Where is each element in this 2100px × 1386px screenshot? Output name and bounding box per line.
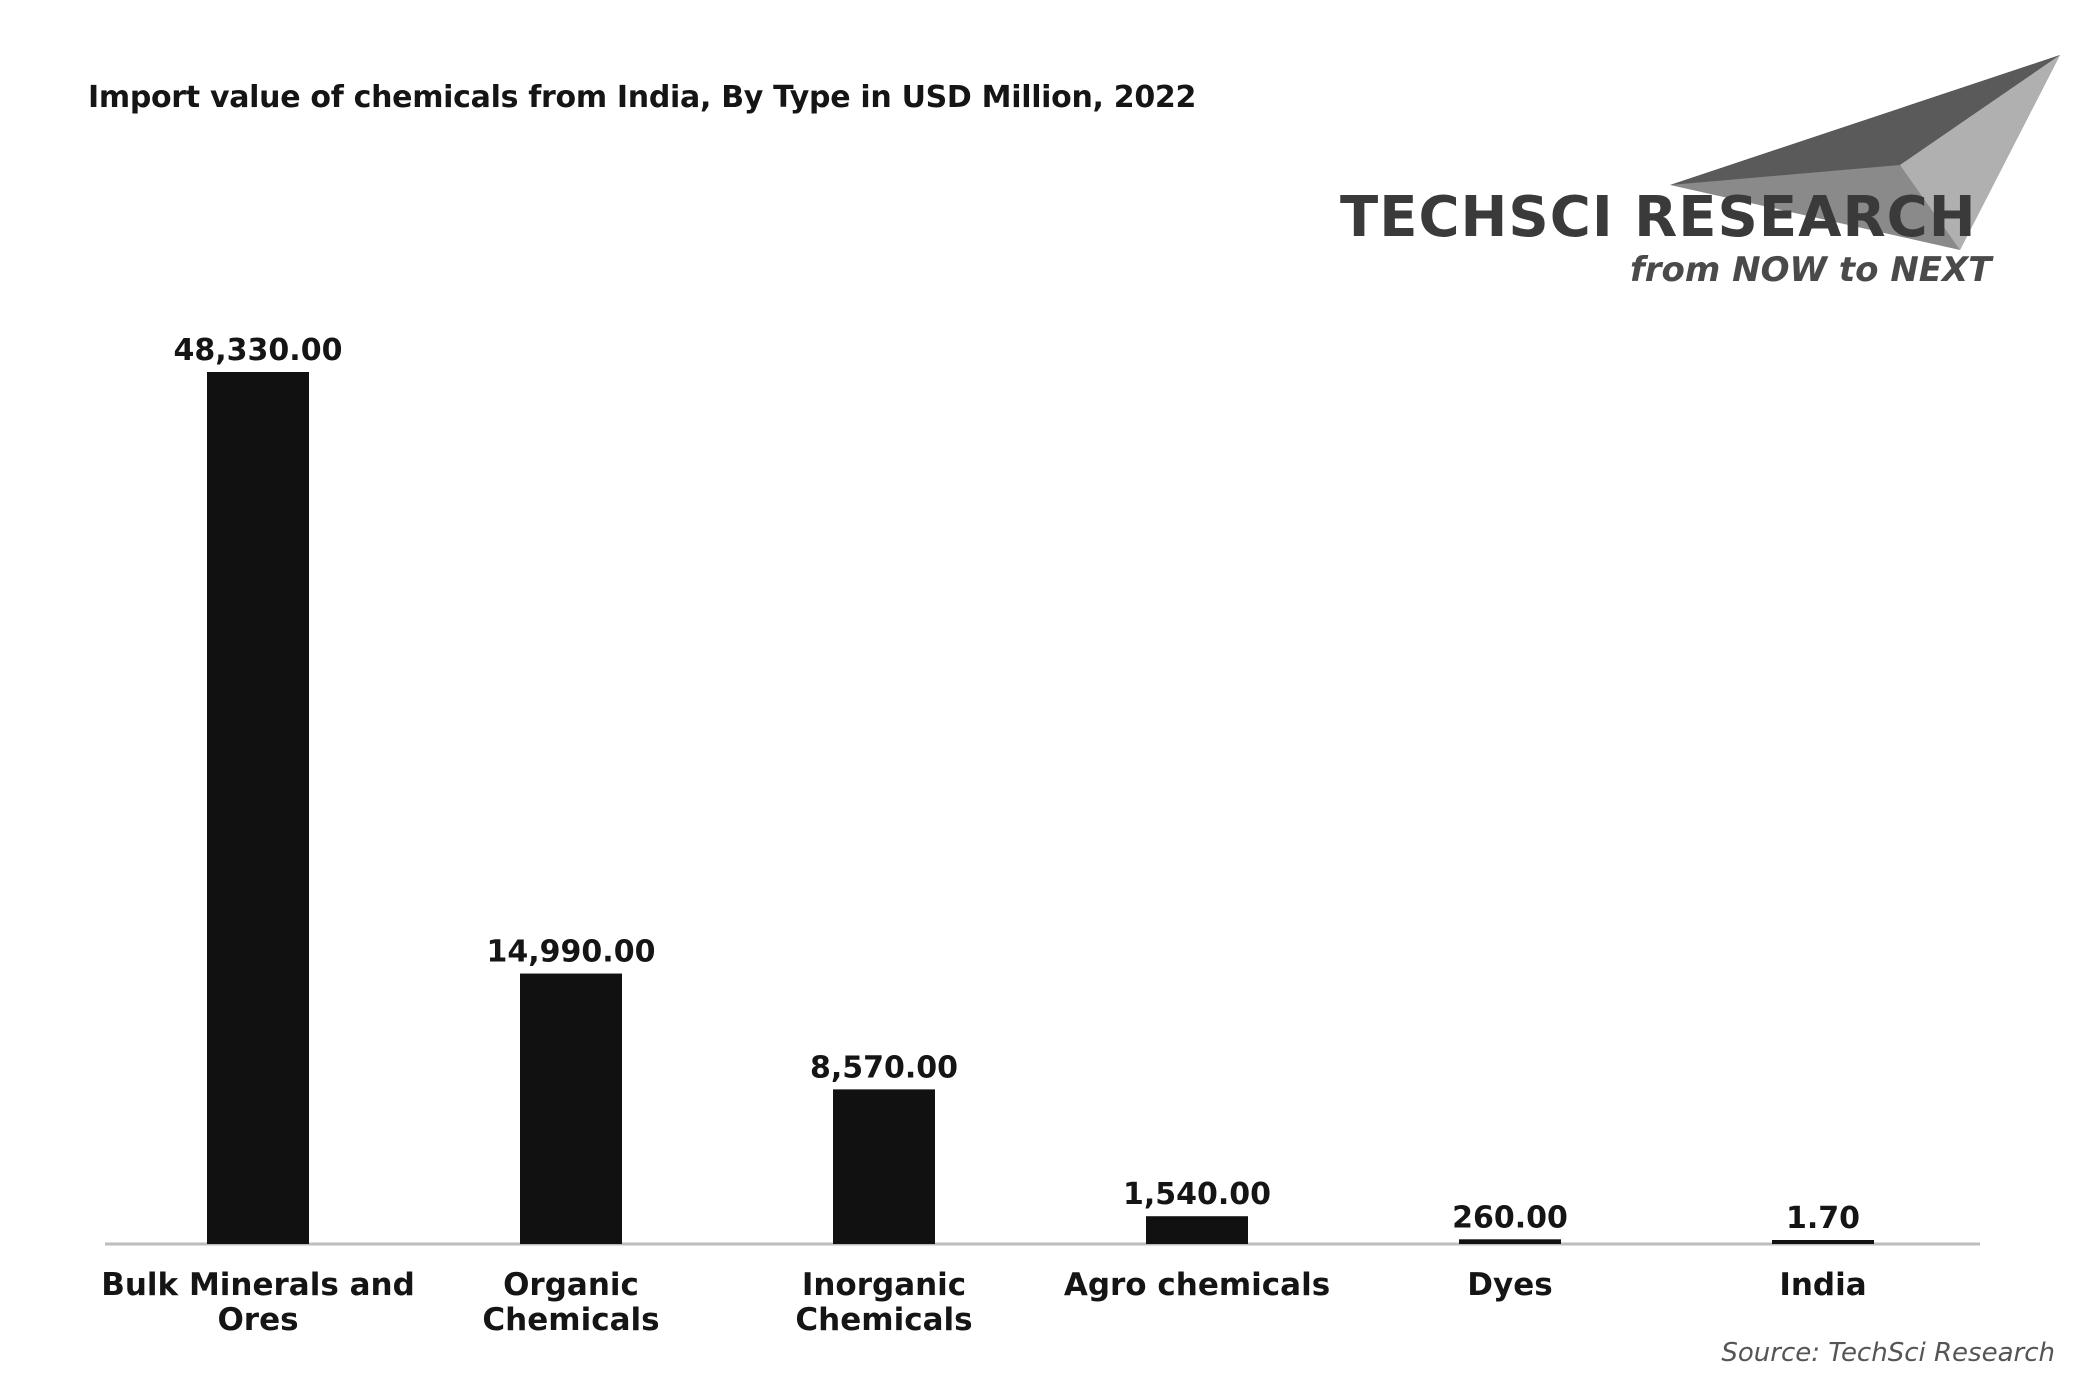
- category-label: Chemicals: [482, 1302, 659, 1338]
- logo-tagline: from NOW to NEXT: [1630, 250, 1992, 290]
- category-label: Agro chemicals: [1064, 1267, 1330, 1303]
- category-label: Chemicals: [795, 1302, 972, 1338]
- category-label: India: [1779, 1267, 1866, 1303]
- logo-wordmark: TECHSCI RESEARCH: [1340, 185, 1977, 250]
- bar: [1772, 1240, 1874, 1244]
- bar: [833, 1089, 935, 1244]
- data-label: 1.70: [1786, 1201, 1860, 1236]
- bar: [1146, 1216, 1248, 1244]
- data-label: 260.00: [1452, 1200, 1568, 1235]
- data-label: 1,540.00: [1123, 1177, 1271, 1212]
- chart-title: Import value of chemicals from India, By…: [88, 80, 1197, 115]
- bar: [207, 372, 309, 1244]
- bar: [1459, 1239, 1561, 1244]
- paper-plane-icon: [1670, 55, 2060, 250]
- category-label: Ores: [217, 1302, 298, 1338]
- bar: [520, 973, 622, 1244]
- category-label: Organic: [503, 1267, 639, 1303]
- data-label: 48,330.00: [174, 333, 343, 368]
- data-label: 8,570.00: [810, 1050, 958, 1085]
- data-label: 14,990.00: [487, 935, 656, 970]
- category-label: Dyes: [1467, 1267, 1552, 1303]
- techsci-logo: TECHSCI RESEARCH from NOW to NEXT: [1330, 55, 2080, 295]
- category-label: Bulk Minerals and: [101, 1267, 415, 1303]
- category-label: Inorganic: [802, 1267, 966, 1303]
- source-note: Source: TechSci Research: [1721, 1338, 2055, 1368]
